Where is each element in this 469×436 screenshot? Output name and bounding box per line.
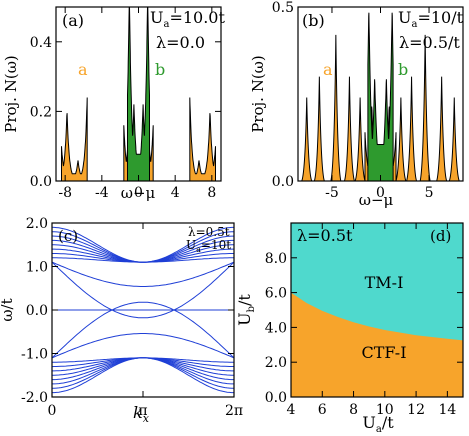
panel-d-ylabel: Ub/t xyxy=(235,294,257,326)
panel-c-ylabel: ω/t xyxy=(0,298,16,321)
panel-b-xlabel: ω−μ xyxy=(359,191,394,209)
panel-a-series-a-band-1 xyxy=(189,97,216,182)
panel-c-lower-band-line xyxy=(51,357,234,368)
panel-b-series-a-spike xyxy=(330,34,342,182)
panel-d-ytick-label: 6.0 xyxy=(265,286,287,302)
panel-d-param2: λ=0.5t xyxy=(297,226,353,245)
panel-c-edge-state-line xyxy=(51,333,235,359)
panel-d-xtick-label: 4 xyxy=(287,402,296,418)
panel-b-series-b-label: b xyxy=(398,60,408,79)
region-tm-i-label: TM-I xyxy=(365,273,404,292)
panel-c: 0 π 2π-2.0-1.00.01.02.0 (c) λ=0.5t Ua=10t … xyxy=(0,216,243,425)
panel-c-edge-state-line xyxy=(51,261,235,287)
panel-d-ytick-label: 0.0 xyxy=(265,390,287,406)
panel-a-param2: λ=0.0 xyxy=(156,33,205,52)
panel-d-xlabel: Ua/t xyxy=(362,413,394,435)
panel-a-xtick-label: -4 xyxy=(95,185,109,201)
panel-b-series-b-band-0 xyxy=(367,12,394,182)
panel-a-ytick-label: 0.4 xyxy=(30,35,52,51)
panel-a-xtick-label: -8 xyxy=(58,185,72,201)
panel-a-series-b-label: b xyxy=(155,60,165,79)
panel-a-xtick-label: 8 xyxy=(207,185,216,201)
panel-b-param2: λ=0.5/t xyxy=(399,33,460,52)
panel-a-series-a-label: a xyxy=(78,60,88,79)
panel-c-lower-band-line xyxy=(51,357,234,376)
panel-b-xtick-label: 5 xyxy=(425,185,434,201)
panel-b-param1: Ua=10/t xyxy=(398,8,464,30)
panel-a-xlabel: ω−μ xyxy=(121,184,156,202)
panel-c-xtick-label: 2π xyxy=(225,403,243,419)
panel-a-xtick-label: 0 xyxy=(134,185,143,201)
panel-c-ytick-label: 2.0 xyxy=(26,216,48,232)
panel-c-upper-band-line xyxy=(52,257,234,263)
panel-a-ytick-label: 0.0 xyxy=(30,174,52,190)
panel-d-ytick-label: 2.0 xyxy=(265,355,287,371)
region-ctf-i xyxy=(291,292,463,397)
panel-c-xtick-label: π xyxy=(138,403,147,419)
panel-c-upper-band-line xyxy=(52,253,234,263)
panel-c-lower-band-line xyxy=(52,357,234,394)
panel-d-ytick-label: 4.0 xyxy=(265,320,287,336)
panel-c-ytick-label: -2.0 xyxy=(21,390,48,406)
panel-b: -5 0 5 0.0 0.5 (b) Ua=10/t λ=0.5/t a b ω−μ P… xyxy=(249,0,464,209)
panel-b-series-a-spike xyxy=(405,76,418,182)
panel-a-xtick-label: 4 xyxy=(171,185,180,201)
panel-b-series-a-label: a xyxy=(323,60,333,79)
panel-a-label: (a) xyxy=(62,11,84,30)
panel-d-xtick-label: 14 xyxy=(438,402,456,418)
panel-d-frame xyxy=(290,222,464,398)
panel-c-upper-band-line xyxy=(51,226,234,263)
panel-b-series-a-spike xyxy=(313,76,326,182)
panel-c-ytick-label: -1.0 xyxy=(21,347,48,363)
panel-c-ytick-label: 1.0 xyxy=(26,260,48,276)
panel-d-ytick-label: 8.0 xyxy=(265,251,287,267)
panel-b-series-a-spike xyxy=(300,97,313,182)
panel-a: -8 -4 0 4 80.00.20.4 (a) Ua=10.0t λ=0.0 a b … xyxy=(2,6,225,202)
region-ctf-i-label: CTF-I xyxy=(361,343,406,362)
panel-b-xtick-label: -5 xyxy=(325,185,339,201)
panel-b-series-a-spike xyxy=(354,97,366,182)
panel-c-edge-state-line xyxy=(51,261,235,319)
panel-a-series-a-band-0 xyxy=(61,97,88,182)
panel-b-ytick-label: 0.0 xyxy=(272,174,294,190)
panel-d-xtick-label: 6 xyxy=(318,402,327,418)
panel-c-label: (c) xyxy=(58,227,78,245)
panel-c-lower-band-line xyxy=(52,357,234,389)
panel-d-xtick-label: 12 xyxy=(407,402,425,418)
panel-d-xtick-label: 10 xyxy=(376,402,394,418)
panel-c-param1: Ua=10t xyxy=(186,238,231,254)
panel-b-ytick-label: 0.5 xyxy=(272,0,294,16)
panel-a-ytick-label: 0.2 xyxy=(30,104,52,120)
panel-c-lower-band-line xyxy=(52,357,234,363)
panel-b-xtick-label: 0 xyxy=(376,185,385,201)
panel-a-series-b-band-0 xyxy=(127,6,150,182)
panel-c-param2: λ=0.5t xyxy=(188,225,230,239)
panel-d: 4 6 8 10 12 14 0.0 2.0 4.0 6.0 8.0 λ=0.5t (d) TM-I… xyxy=(235,222,464,435)
panel-a-ylabel: Proj. N(ω) xyxy=(2,55,20,133)
panel-b-ylabel: Proj. N(ω) xyxy=(249,55,267,133)
panel-b-series-a-spike xyxy=(435,76,448,182)
panel-d-xtick-label: 8 xyxy=(349,402,358,418)
panel-c-edge-state-line xyxy=(51,301,235,359)
panel-d-label: (d) xyxy=(430,227,451,245)
panel-b-series-a-spike xyxy=(343,76,356,182)
panel-b-series-a-spike xyxy=(395,97,407,182)
panel-c-xtick-label: 0 xyxy=(48,403,57,419)
panel-b-label: (b) xyxy=(302,11,325,30)
panel-b-series-a-spike xyxy=(419,34,431,182)
panel-a-param1: Ua=10.0t xyxy=(150,8,225,30)
panel-b-series-a-spike xyxy=(448,97,461,182)
panel-c-ytick-label: 0.0 xyxy=(26,303,48,319)
